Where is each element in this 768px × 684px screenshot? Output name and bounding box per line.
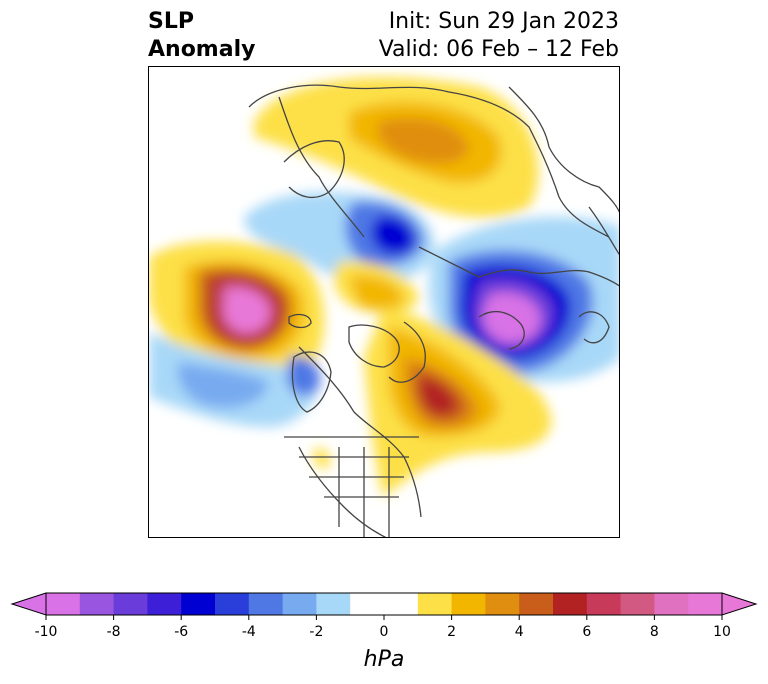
colorbar-tick-label: 10: [713, 624, 731, 640]
coast-china: [588, 206, 619, 256]
title-anomaly: Anomaly: [148, 37, 256, 62]
colorbar-extend-max: [721, 592, 758, 616]
colorbar-segment: [654, 593, 689, 615]
colorbar-segment: [282, 593, 317, 615]
colorbar-tick-label: 8: [649, 624, 659, 640]
colorbar-segment: [553, 593, 588, 615]
colorbar-tick-label: 6: [582, 624, 592, 640]
colorbar-tick-label: 0: [379, 624, 389, 640]
low-pacific-core: [482, 292, 541, 344]
colorbar-segment: [485, 593, 520, 615]
colorbar-segment: [451, 593, 486, 615]
colorbar-segment: [316, 593, 351, 615]
high-atlantic-core: [224, 288, 270, 332]
high-central-arctic-mid: [349, 275, 404, 310]
low-atlantic-south-core: [177, 362, 269, 408]
high-us-spot: [313, 448, 331, 469]
coast-iceland: [288, 313, 312, 329]
colorbar-segment: [215, 593, 250, 615]
colorbar-segment: [113, 593, 148, 615]
coast-japan: [578, 311, 610, 344]
colorbar-segment: [350, 593, 385, 615]
coast-eurasia: [248, 84, 610, 238]
colorbar-tick-label: -2: [309, 624, 324, 640]
high-canada-core: [420, 377, 457, 415]
map-svg: [149, 77, 619, 537]
coast-canada: [298, 346, 422, 518]
coast-eurasia-2: [278, 96, 365, 238]
colorbar-segment: [417, 593, 453, 615]
coast-siberia: [418, 246, 619, 287]
init-date: Init: Sun 29 Jan 2023: [388, 9, 619, 34]
colorbar-extend-min: [10, 592, 47, 616]
valid-range: Valid: 06 Feb – 12 Feb: [378, 37, 619, 62]
colorbar-svg: [10, 592, 758, 620]
colorbar-units-label: hPa: [363, 647, 405, 672]
colorbar-segment: [79, 593, 115, 615]
colorbar-tick-label: -6: [174, 624, 189, 640]
anomaly-field: [149, 77, 619, 497]
coastlines: [248, 84, 619, 537]
colorbar-tick-label: -8: [106, 624, 121, 640]
coast-pacific: [508, 86, 619, 213]
colorbar-tick-label: 4: [514, 624, 524, 640]
colorbar-segment: [620, 593, 655, 615]
coast-greenland: [291, 351, 332, 413]
colorbar-segment: [586, 593, 622, 615]
coast-na-east: [298, 446, 387, 537]
colorbar-segment: [519, 593, 554, 615]
high-eurasia-inner: [377, 118, 469, 164]
slp-anomaly-map: [148, 66, 620, 538]
colorbar-segment: [248, 593, 284, 615]
colorbar: -10 -8 -6 -4 -2 0 2 4 6 8 10 hPa: [0, 585, 768, 684]
colorbar-segment: [46, 593, 81, 615]
colorbar-segment: [147, 593, 182, 615]
low-greenland: [287, 356, 320, 397]
low-kara-inner: [371, 216, 415, 255]
colorbar-segment: [688, 593, 723, 615]
colorbar-tick-label: 2: [447, 624, 457, 640]
coast-us-states: [299, 447, 409, 537]
colorbar-tick-label: -4: [241, 624, 256, 640]
map-title-right: Init: Sun 29 Jan 2023 Valid: 06 Feb – 12…: [379, 8, 619, 64]
coast-alaska: [478, 310, 525, 350]
colorbar-segment: [181, 593, 216, 615]
coast-scandinavia: [283, 140, 345, 199]
colorbar-segment: [384, 593, 419, 615]
title-variable: SLP: [148, 9, 194, 34]
coast-hudson: [388, 321, 426, 383]
map-title-left: SLP Anomaly: [148, 8, 255, 64]
coast-canada-arctic: [348, 324, 400, 368]
colorbar-tick-label: -10: [34, 624, 58, 640]
